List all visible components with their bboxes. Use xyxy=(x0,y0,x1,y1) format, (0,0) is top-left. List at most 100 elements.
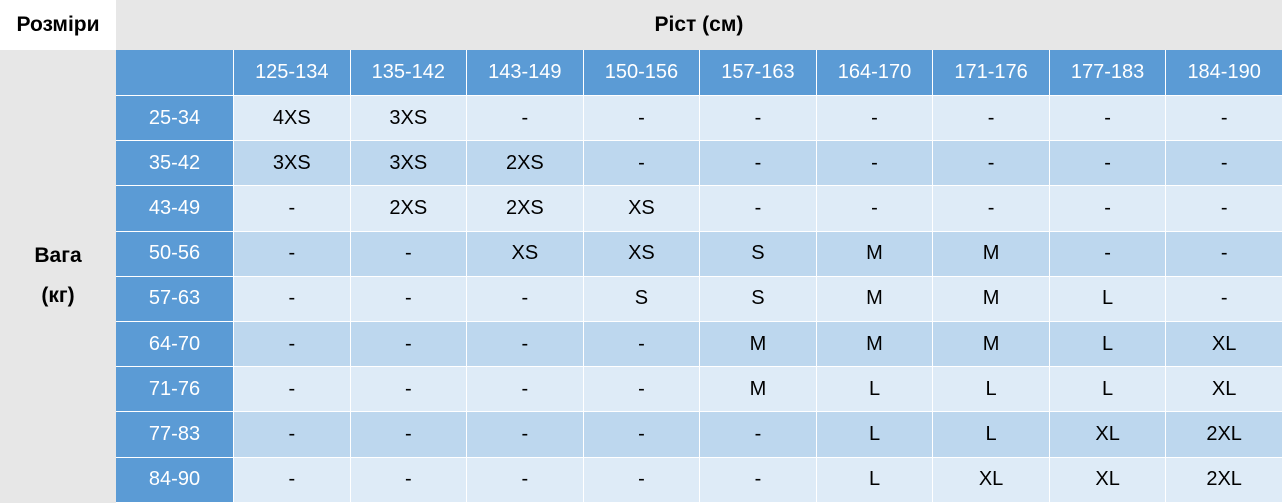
size-cell: - xyxy=(582,457,700,503)
size-cell: - xyxy=(1165,276,1282,322)
size-cell: 3XS xyxy=(233,141,350,187)
size-cell: - xyxy=(699,96,816,142)
size-cell: XS xyxy=(466,231,583,277)
size-cell: M xyxy=(932,276,1049,322)
row-header-weight: 71-76 xyxy=(116,367,233,413)
size-cell: - xyxy=(932,96,1049,142)
size-cell: M xyxy=(815,321,933,368)
size-cell: L xyxy=(1048,276,1166,322)
size-cell: L xyxy=(1048,321,1166,368)
row-header-weight: 35-42 xyxy=(116,141,233,187)
size-cell: - xyxy=(815,186,933,232)
size-cell: - xyxy=(466,457,583,503)
row-header-weight: 25-34 xyxy=(116,96,233,142)
row-header-weight: 50-56 xyxy=(116,231,233,277)
size-cell: 3XS xyxy=(349,141,467,187)
size-cell: - xyxy=(233,186,350,232)
size-cell: - xyxy=(349,367,467,413)
size-cell: M xyxy=(815,231,933,277)
size-cell: - xyxy=(466,367,583,413)
size-cell: - xyxy=(349,276,467,322)
size-cell: - xyxy=(1165,186,1282,232)
size-cell: S xyxy=(699,276,816,322)
size-cell: S xyxy=(582,276,700,322)
size-cell: XL xyxy=(1165,367,1282,413)
size-cell: 2XL xyxy=(1165,412,1282,458)
row-header-weight: 84-90 xyxy=(116,457,233,503)
size-cell: 2XS xyxy=(349,186,467,232)
height-title: Ріст (см) xyxy=(116,0,1282,50)
header-blank-cell xyxy=(116,50,233,96)
size-cell: - xyxy=(233,231,350,277)
size-cell: - xyxy=(582,96,700,142)
size-cell: L xyxy=(815,412,933,458)
row-header-weight: 57-63 xyxy=(116,276,233,322)
column-header-height: 177-183 xyxy=(1048,50,1166,96)
size-cell: - xyxy=(233,457,350,503)
column-header-height: 125-134 xyxy=(233,50,350,96)
size-cell: - xyxy=(1165,141,1282,187)
column-header-height: 135-142 xyxy=(349,50,467,96)
size-cell: - xyxy=(349,231,467,277)
size-cell: - xyxy=(349,412,467,458)
size-cell: L xyxy=(932,367,1049,413)
size-cell: - xyxy=(582,321,700,368)
size-cell: - xyxy=(815,96,933,142)
size-cell: XL xyxy=(1048,412,1166,458)
size-cell: - xyxy=(466,276,583,322)
column-header-height: 150-156 xyxy=(582,50,700,96)
size-cell: M xyxy=(815,276,933,322)
size-cell: 4XS xyxy=(233,96,350,142)
size-cell: - xyxy=(1048,231,1166,277)
size-cell: - xyxy=(233,367,350,413)
size-cell: L xyxy=(815,457,933,503)
size-cell: - xyxy=(233,321,350,368)
size-cell: L xyxy=(1048,367,1166,413)
row-header-weight: 77-83 xyxy=(116,412,233,458)
size-cell: M xyxy=(932,231,1049,277)
size-cell: - xyxy=(815,141,933,187)
size-cell: - xyxy=(582,141,700,187)
column-header-height: 157-163 xyxy=(699,50,816,96)
column-header-height: 184-190 xyxy=(1165,50,1282,96)
size-cell: - xyxy=(349,457,467,503)
size-cell: - xyxy=(699,186,816,232)
size-cell: XL xyxy=(932,457,1049,503)
size-cell: - xyxy=(699,141,816,187)
size-cell: - xyxy=(233,412,350,458)
size-cell: 2XS xyxy=(466,141,583,187)
size-cell: - xyxy=(466,96,583,142)
size-cell: - xyxy=(349,321,467,368)
size-cell: M xyxy=(699,321,816,368)
size-cell: XS xyxy=(582,231,700,277)
size-cell: 2XL xyxy=(1165,457,1282,503)
corner-label: Розміри xyxy=(0,0,116,50)
size-cell: - xyxy=(1048,141,1166,187)
row-header-weight: 43-49 xyxy=(116,186,233,232)
size-cell: - xyxy=(932,186,1049,232)
size-cell: - xyxy=(1165,231,1282,277)
size-cell: - xyxy=(699,412,816,458)
weight-title-line1: Вага xyxy=(34,244,82,268)
column-header-height: 143-149 xyxy=(466,50,583,96)
column-header-height: 164-170 xyxy=(815,50,933,96)
size-cell: 2XS xyxy=(466,186,583,232)
column-header-height: 171-176 xyxy=(932,50,1049,96)
size-cell: - xyxy=(1165,96,1282,142)
weight-title-line2: (кг) xyxy=(41,284,75,308)
weight-title: Вага (кг) xyxy=(0,50,116,503)
size-cell: L xyxy=(932,412,1049,458)
size-cell: S xyxy=(699,231,816,277)
size-cell: L xyxy=(815,367,933,413)
size-cell: 3XS xyxy=(349,96,467,142)
size-cell: - xyxy=(233,276,350,322)
size-cell: M xyxy=(932,321,1049,368)
size-cell: - xyxy=(1048,186,1166,232)
size-cell: - xyxy=(1048,96,1166,142)
row-header-weight: 64-70 xyxy=(116,321,233,368)
size-cell: XL xyxy=(1165,321,1282,368)
size-cell: - xyxy=(582,412,700,458)
size-cell: M xyxy=(699,367,816,413)
size-cell: XL xyxy=(1048,457,1166,503)
